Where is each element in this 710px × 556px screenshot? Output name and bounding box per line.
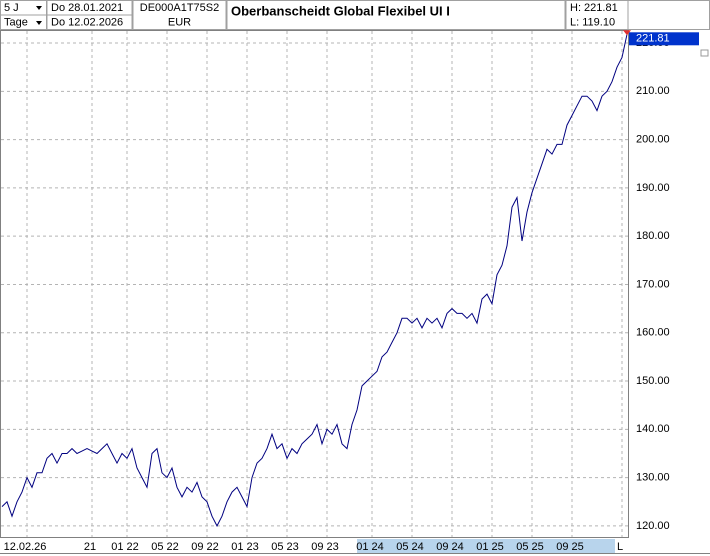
x-tick-label: 09 22 (191, 541, 219, 553)
last-marker (623, 30, 631, 36)
y-tick-label: 200.00 (636, 134, 670, 146)
x-tick-label: 01 24 (356, 541, 384, 553)
title-box (226, 0, 566, 30)
x-tick-label: 21 (84, 541, 96, 553)
high-label: H: 221.81 (570, 2, 618, 14)
last-value-box (629, 32, 699, 46)
x-tick-label: 01 23 (231, 541, 259, 553)
x-tick-label: 09 23 (311, 541, 339, 553)
y-tick-label: 190.00 (636, 182, 670, 194)
date-to: Do 12.02.2026 (51, 16, 123, 28)
price-line (1, 34, 628, 527)
chart-title: Oberbanscheidt Global Flexibel UI I (231, 3, 450, 18)
x-tick-label: 05 23 (271, 541, 299, 553)
y-tick-label: 180.00 (636, 230, 670, 242)
scroll-handle[interactable] (700, 49, 709, 57)
date-from: Do 28.01.2021 (51, 2, 123, 14)
isin: DE000A1T75S2 (140, 2, 220, 14)
x-tick-label: 05 24 (396, 541, 424, 553)
high-low-box (565, 0, 629, 30)
plot-frame (0, 30, 629, 538)
x-tick-label: 05 22 (151, 541, 179, 553)
isin-box (132, 0, 227, 30)
x-tick-label: 09 25 (556, 541, 584, 553)
x-tick-label: 01 22 (111, 541, 139, 553)
y-tick-label: 120.00 (636, 520, 670, 532)
date-to-field[interactable] (46, 14, 133, 30)
last-value-label: 221.81 (636, 33, 670, 45)
y-tick-label: 170.00 (636, 278, 670, 290)
low-label: L: 119.10 (570, 16, 615, 28)
y-tick-label: 130.00 (636, 472, 670, 484)
x-tick-label: 09 24 (436, 541, 464, 553)
dropdown-arrow (36, 21, 42, 25)
unit: Tage (4, 16, 28, 28)
x-tick-label: 12.02.26 (4, 541, 47, 553)
x-tick-label: 05 25 (516, 541, 544, 553)
currency: EUR (168, 16, 191, 28)
y-tick-label: 210.00 (636, 85, 670, 97)
period: 5 J (4, 2, 19, 14)
x-tick-label: 01 25 (476, 541, 504, 553)
y-tick-label: 160.00 (636, 327, 670, 339)
dropdown-arrow (36, 6, 42, 10)
y-tick-label: 140.00 (636, 423, 670, 435)
y-tick-label: 150.00 (636, 375, 670, 387)
axis-highlight (357, 539, 615, 553)
x-tick-label: L (617, 541, 623, 553)
